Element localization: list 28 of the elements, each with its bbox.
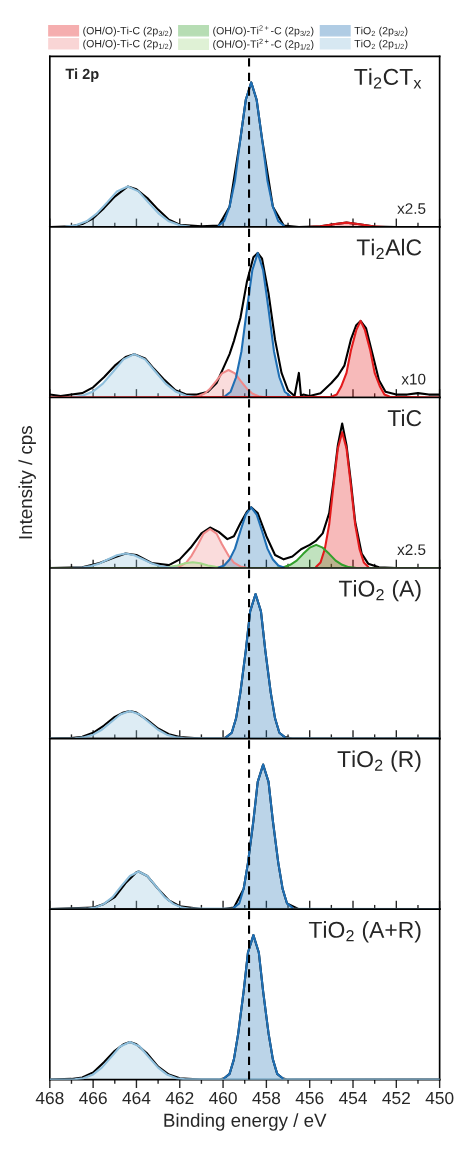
chart-title: Ti$_{2}$AlC [356,238,422,259]
x-tick-label: 466 [79,1091,107,1105]
chart-title: TiC [387,409,422,427]
chart-title: Ti$_{2}$CT$_{x}$ [354,68,422,89]
x-tick-label: 464 [122,1091,151,1105]
annotation: x10 [401,373,426,385]
annotation: x2.5 [397,203,426,214]
legend-label: (OH/O)-Ti$^{2+}$-C (2p$_{3/2}$) [213,25,314,37]
x-tick-label: 468 [35,1091,64,1105]
legend-label: TiO$_{2}$ (2p$_{3/2}$) [354,26,408,37]
chart-title: TiO$_{2}$ (A+R) [308,921,421,943]
legend-label: (OH/O)-Ti-C (2p$_{1/2}$) [83,39,172,50]
x-tick-label: 456 [295,1091,324,1105]
legend-label: (OH/O)-Ti-C (2p$_{3/2}$) [83,26,172,37]
x-tick-label: 454 [338,1092,367,1105]
chart-title: TiO$_{2}$ (A) [338,579,421,602]
legend-label: (OH/O)-Ti$^{2+}$-C (2p$_{1/2}$) [213,38,314,50]
chart-subtitle: Ti 2p [65,68,99,82]
x-tick-label: 460 [208,1091,237,1105]
legend-label: TiO$_{2}$ (2p$_{1/2}$) [354,39,408,50]
chart-title: TiO$_{2}$ (R) [337,750,421,772]
annotation: x2.5 [397,544,426,556]
x-tick-label: 458 [252,1091,281,1105]
x-tick-label: 450 [425,1091,454,1105]
x-tick-label: 452 [382,1091,410,1105]
y-axis-title: Intensity / cps [18,426,36,539]
x-tick-label: 462 [165,1091,194,1105]
x-axis-title: Binding energy / eV [164,1113,327,1131]
